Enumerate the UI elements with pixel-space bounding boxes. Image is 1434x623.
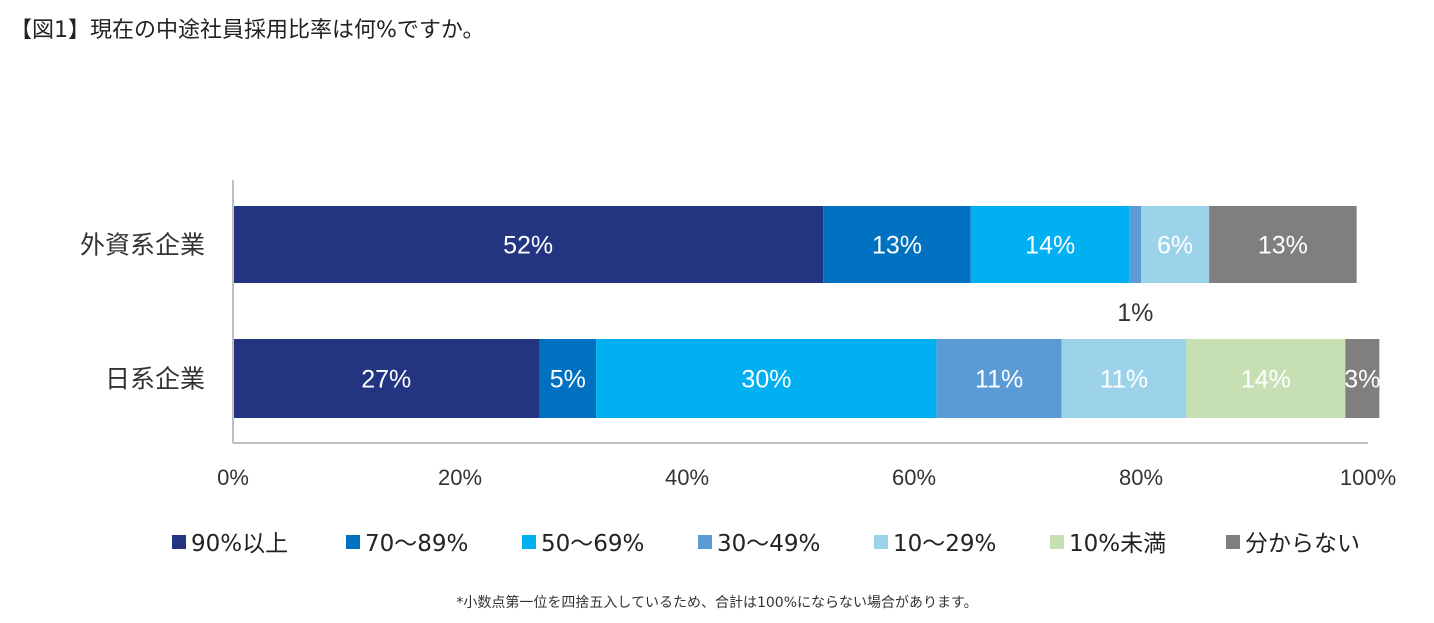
data-label: 52%: [503, 232, 553, 260]
x-tick-label: 60%: [892, 465, 936, 490]
legend-swatch: [172, 535, 186, 549]
data-label: 11%: [1100, 366, 1148, 394]
bar-segment: [1061, 339, 1187, 418]
data-label: 14%: [1241, 366, 1291, 394]
data-label: 6%: [1157, 232, 1193, 260]
bar-segment: [1209, 206, 1357, 283]
bar-segment: [1345, 339, 1380, 418]
data-label: 13%: [1258, 232, 1308, 260]
data-label: 11%: [975, 366, 1023, 394]
legend-label: 70〜89%: [365, 531, 468, 557]
data-label: 13%: [872, 232, 922, 260]
bar-segment: [1186, 339, 1346, 418]
x-tick-label: 40%: [665, 465, 709, 490]
bar-segment: [970, 206, 1130, 283]
legend-swatch: [1050, 535, 1064, 549]
legend-label: 90%以上: [191, 531, 288, 557]
footnote: *小数点第一位を四捨五入しているため、合計は100%にならない場合があります。: [456, 595, 978, 611]
bar-segment: [1141, 206, 1210, 283]
bar-segment: [1129, 206, 1141, 283]
legend-label: 10%未満: [1069, 531, 1166, 557]
bar-segment: [233, 206, 824, 283]
legend-label: 30〜49%: [717, 531, 820, 557]
legend-swatch: [874, 535, 888, 549]
legend-label: 分からない: [1245, 531, 1360, 557]
x-tick-label: 20%: [438, 465, 482, 490]
legend-swatch: [1226, 535, 1240, 549]
bar-segment: [936, 339, 1062, 418]
data-label: 3%: [1344, 366, 1380, 394]
bar-segment: [596, 339, 937, 418]
legend-swatch: [698, 535, 712, 549]
legend-label: 10〜29%: [893, 531, 996, 557]
data-label: 1%: [1117, 299, 1153, 327]
x-tick-label: 80%: [1119, 465, 1163, 490]
bar-segment: [233, 339, 540, 418]
data-label: 30%: [741, 366, 791, 394]
data-label: 14%: [1025, 232, 1075, 260]
legend-swatch: [522, 535, 536, 549]
x-tick-label: 100%: [1340, 465, 1396, 490]
bar-segment: [539, 339, 597, 418]
figure-title: 【図1】現在の中途社員採用比率は何%ですか。: [10, 18, 485, 43]
stacked-bar-chart: 52% 13% 14% 1% 6% 13% 外資系企業 27% 5% 30% 11% 11% 14% 3%…: [80, 180, 1396, 557]
data-label: 5%: [550, 366, 586, 394]
legend-label: 50〜69%: [541, 531, 644, 557]
legend-swatch: [346, 535, 360, 549]
bar-segment: [823, 206, 971, 283]
data-label: 27%: [361, 366, 411, 394]
category-label: 外資系企業: [80, 231, 205, 260]
x-tick-label: 0%: [217, 465, 249, 490]
category-label: 日系企業: [105, 365, 205, 394]
